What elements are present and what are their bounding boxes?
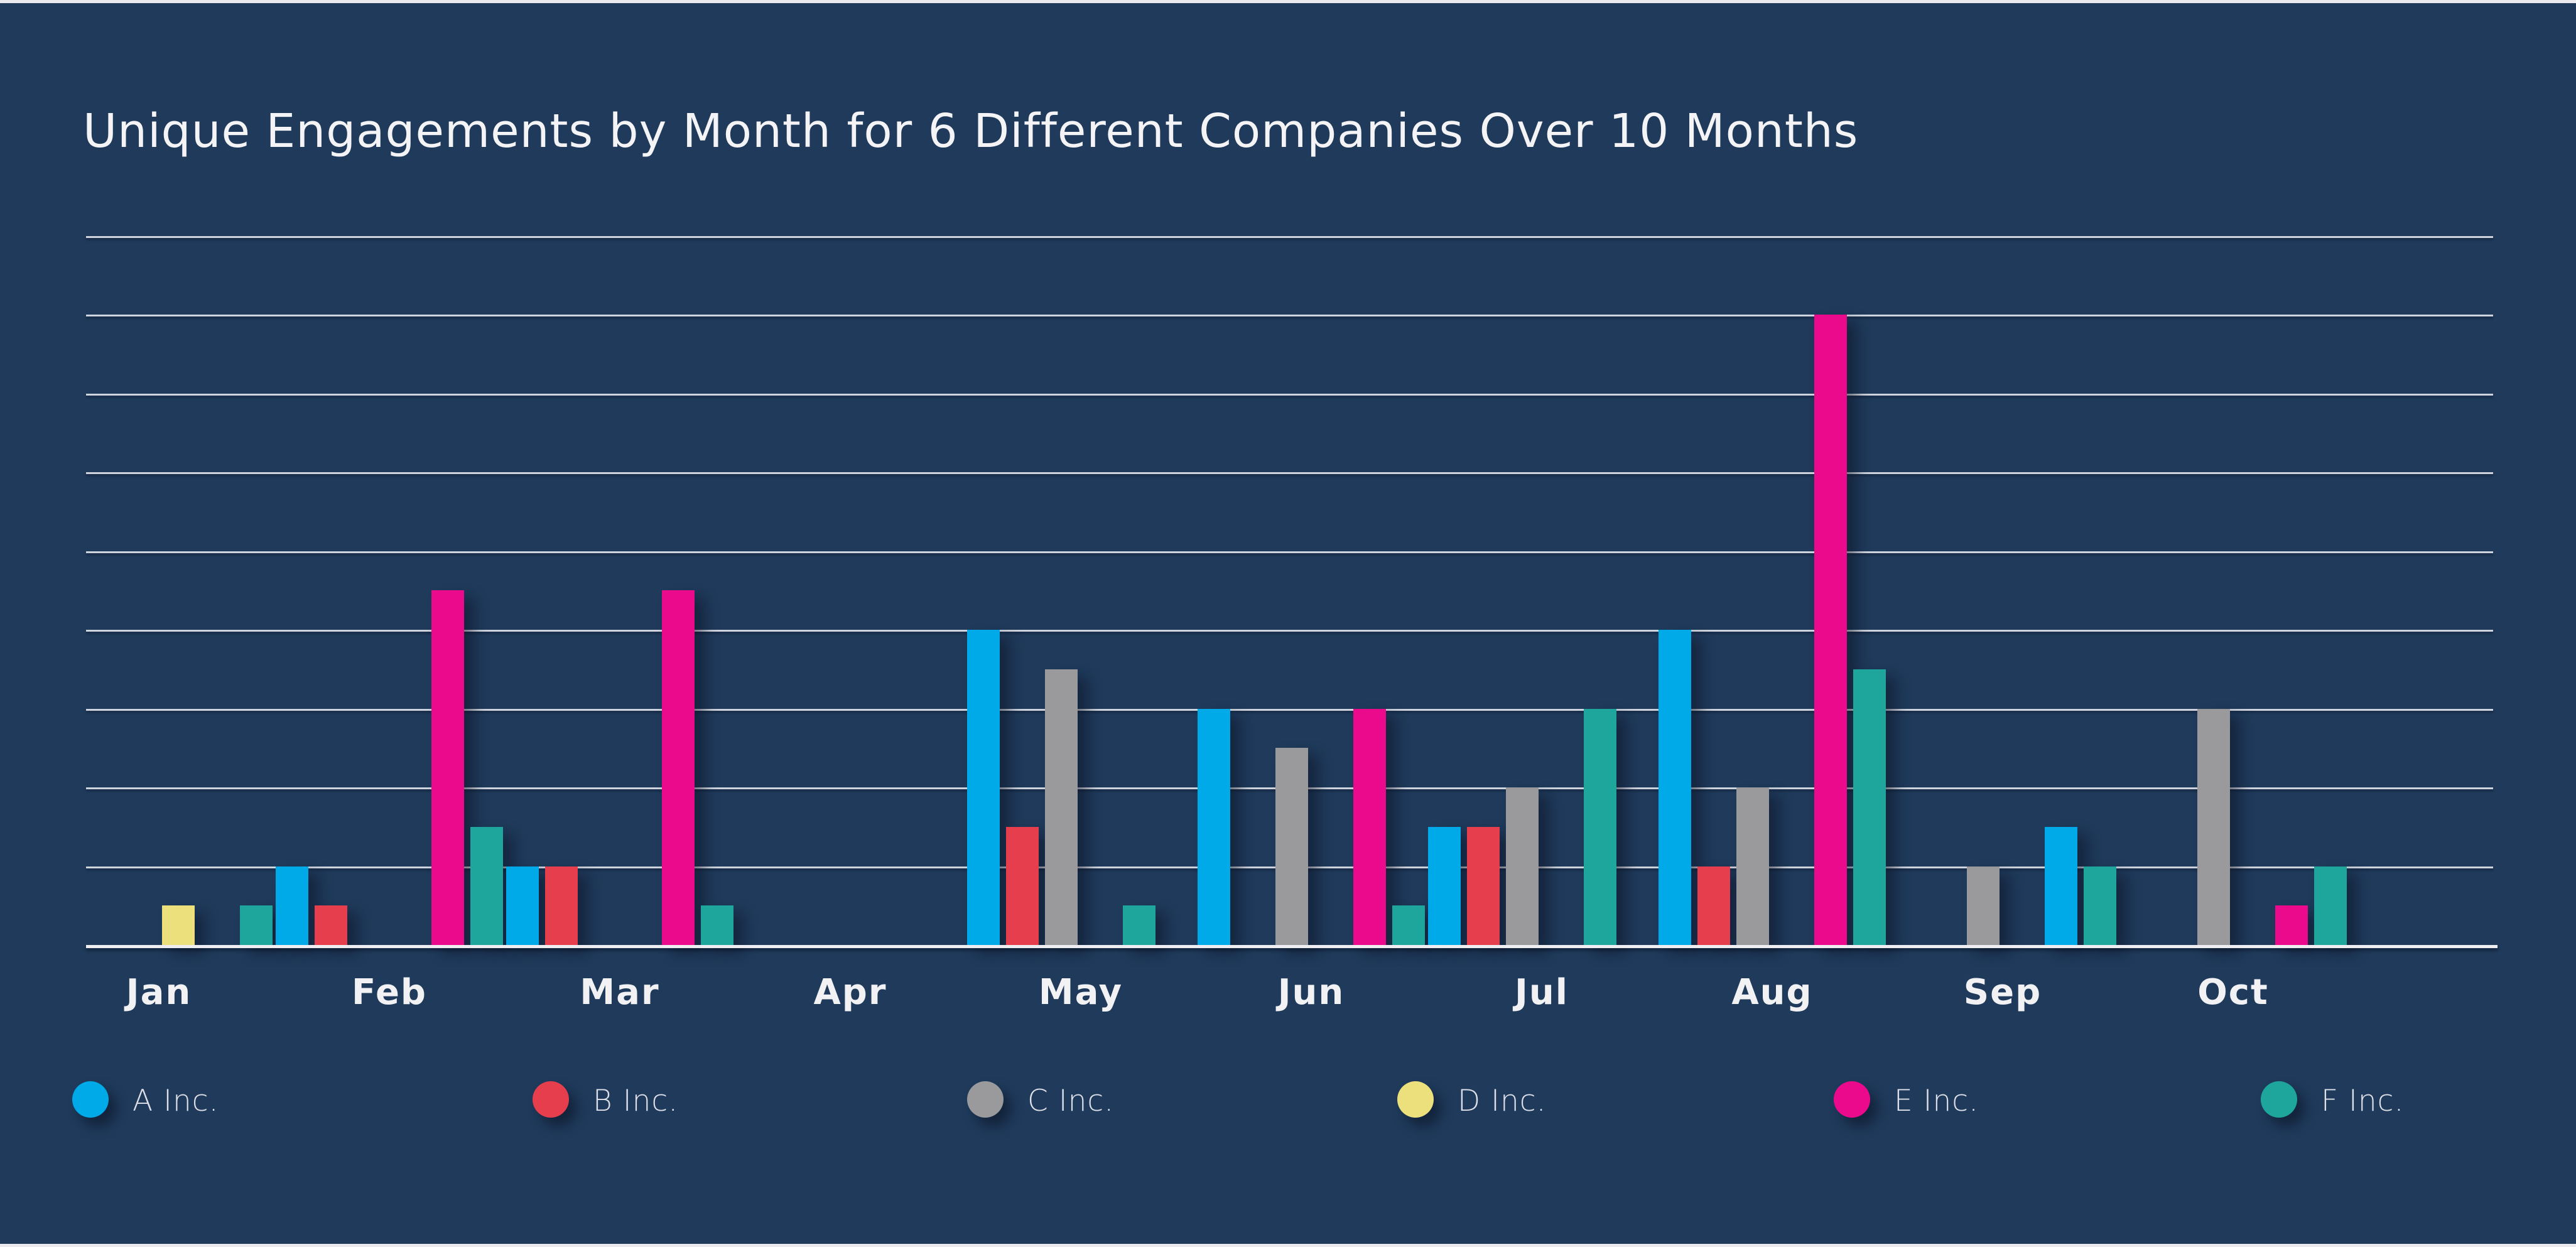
x-axis-label-mar: Mar — [580, 972, 660, 1013]
gridline — [86, 315, 2493, 316]
bar-aug-b — [1697, 866, 1730, 945]
bar-jun-c — [1275, 748, 1308, 945]
x-axis-label-jan: Jan — [126, 972, 192, 1013]
x-axis-label-oct: Oct — [2197, 972, 2269, 1013]
gridline — [86, 551, 2493, 553]
bar-jun-f — [1392, 905, 1425, 945]
bar-sep-f — [2084, 866, 2116, 945]
bar-feb-f — [470, 826, 503, 945]
bar-aug-a — [1659, 630, 1691, 945]
bar-sep-a — [2045, 826, 2077, 945]
bar-jul-a — [1428, 826, 1461, 945]
gridline — [86, 393, 2493, 396]
x-axis-label-may: May — [1038, 972, 1123, 1013]
bar-oct-c — [2197, 708, 2230, 945]
legend-dot-icon — [1834, 1081, 1870, 1118]
bar-oct-f — [2314, 866, 2347, 945]
bar-oct-e — [2275, 905, 2308, 945]
x-axis-label-apr: Apr — [813, 972, 887, 1013]
gridline — [86, 708, 2493, 711]
legend-label: B Inc. — [593, 1084, 679, 1118]
bar-mar-b — [545, 866, 578, 945]
bar-jun-e — [1353, 708, 1386, 945]
bar-jan-d — [162, 905, 195, 945]
bar-jul-c — [1506, 787, 1539, 945]
bar-feb-a — [276, 866, 308, 945]
chart-title: Unique Engagements by Month for 6 Differ… — [83, 104, 1859, 158]
bar-aug-e — [1814, 315, 1847, 945]
x-axis-label-aug: Aug — [1731, 972, 1813, 1013]
gridline — [86, 630, 2493, 632]
bar-mar-f — [701, 905, 733, 945]
bar-mar-a — [506, 866, 539, 945]
legend-dot-icon — [1397, 1081, 1434, 1118]
legend-label: A Inc. — [133, 1084, 219, 1118]
legend-label: D Inc. — [1458, 1084, 1547, 1118]
x-axis-label-sep: Sep — [1963, 972, 2042, 1013]
legend-dot-icon — [2261, 1081, 2297, 1118]
x-axis-line — [86, 945, 2498, 948]
bar-aug-f — [1853, 669, 1886, 945]
legend-label: C Inc. — [1027, 1084, 1115, 1118]
gridline — [86, 235, 2493, 238]
x-axis-label-feb: Feb — [351, 972, 428, 1013]
bar-feb-e — [431, 590, 464, 945]
legend-label: E Inc. — [1894, 1084, 1979, 1118]
top-border — [0, 0, 2576, 3]
x-axis-label-jun: Jun — [1277, 972, 1345, 1013]
bar-feb-b — [315, 905, 347, 945]
bar-sep-c — [1967, 866, 2000, 945]
bar-jun-a — [1198, 708, 1230, 945]
bottom-border — [0, 1244, 2576, 1247]
bar-may-a — [967, 630, 1000, 945]
gridline — [86, 472, 2493, 474]
bar-may-f — [1123, 905, 1155, 945]
legend-dot-icon — [72, 1081, 109, 1118]
bar-jul-b — [1467, 826, 1500, 945]
legend-dot-icon — [533, 1081, 569, 1118]
legend-label: F Inc. — [2321, 1084, 2405, 1118]
legend-dot-icon — [967, 1081, 1004, 1118]
bar-may-c — [1045, 669, 1078, 945]
bar-aug-c — [1736, 787, 1769, 945]
x-axis-label-jul: Jul — [1515, 972, 1569, 1013]
bar-jan-f — [240, 905, 273, 945]
bar-mar-e — [662, 590, 695, 945]
bar-jul-f — [1584, 708, 1616, 945]
bar-may-b — [1006, 826, 1039, 945]
